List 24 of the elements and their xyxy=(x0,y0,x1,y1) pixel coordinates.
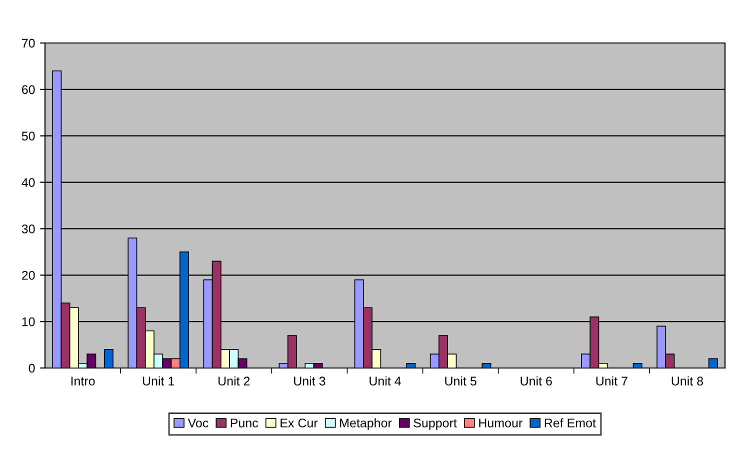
y-tick-label: 0 xyxy=(28,364,35,373)
x-tick-label: Unit 2 xyxy=(218,376,250,386)
y-tick-label: 60 xyxy=(22,85,35,94)
legend-label: Metaphor xyxy=(340,418,392,430)
legend-label: Ref Emot xyxy=(544,418,596,428)
x-tick-label: Unit 4 xyxy=(370,376,401,386)
y-tick-label: 50 xyxy=(22,132,35,141)
y-tick-label: 30 xyxy=(22,224,35,234)
y-tick-label: 20 xyxy=(22,270,35,280)
x-tick-label: Intro xyxy=(71,376,95,386)
x-tick-label: Unit 7 xyxy=(596,376,628,386)
x-tick-label: Unit 8 xyxy=(672,376,704,386)
x-tick-label: Unit 6 xyxy=(520,376,552,386)
x-tick-label: Unit 3 xyxy=(294,376,326,386)
y-tick-label: 40 xyxy=(22,178,35,187)
legend-label: Support xyxy=(414,418,457,430)
y-tick-label: 70 xyxy=(22,38,35,48)
legend-label: Voc xyxy=(188,418,208,428)
x-tick-label: Unit 5 xyxy=(445,376,476,386)
y-tick-label: 10 xyxy=(22,317,35,326)
x-tick-label: Unit 1 xyxy=(142,376,174,386)
legend-label: Humour xyxy=(479,418,522,428)
legend-label: Punc xyxy=(230,418,258,428)
legend-label: Ex Cur xyxy=(280,418,318,428)
